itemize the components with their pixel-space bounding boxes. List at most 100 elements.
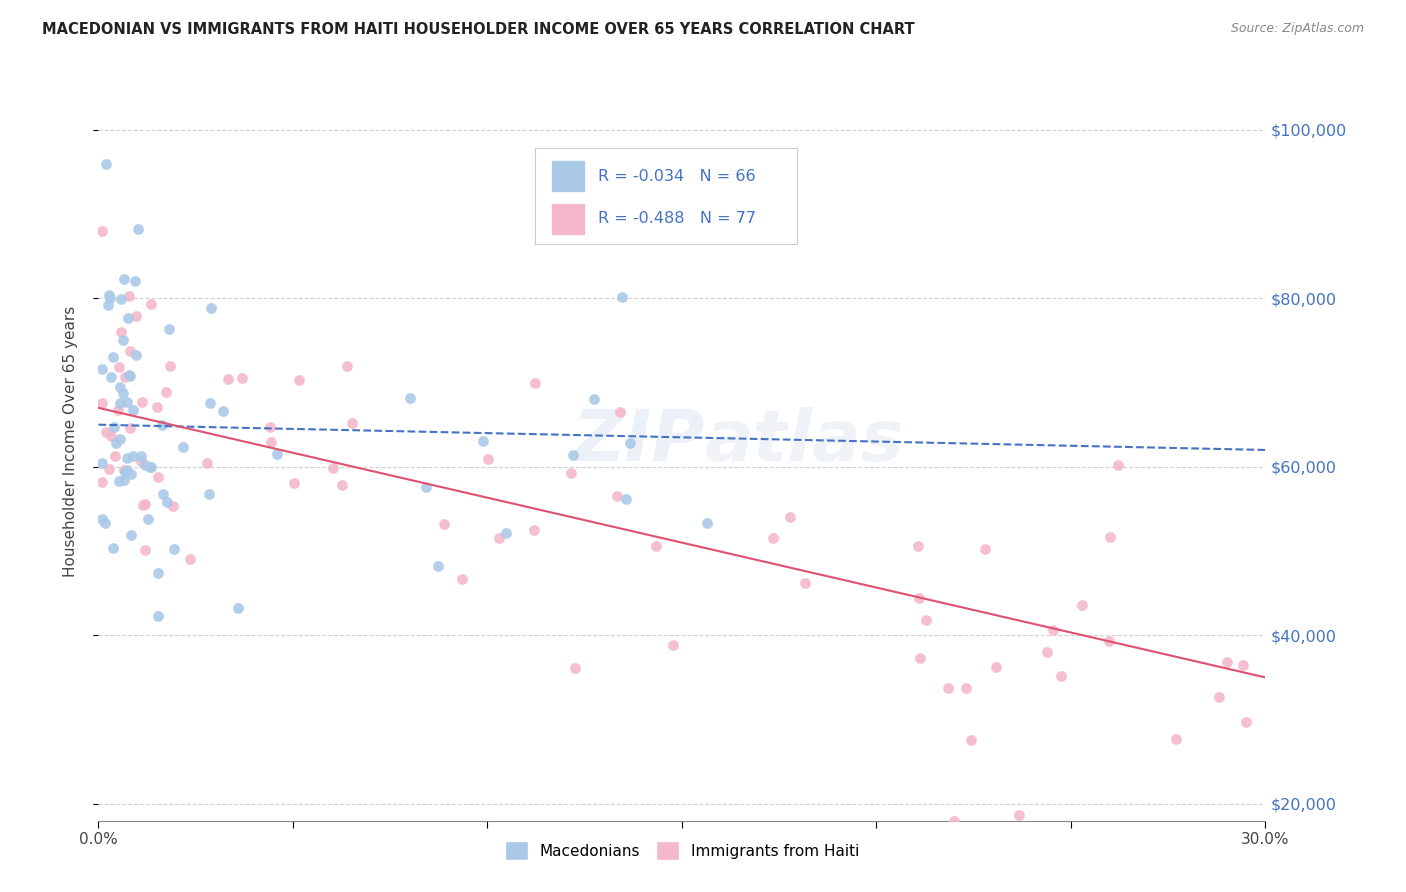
Point: [112, 385, 135, 400]
Point: [91, 512, 114, 526]
Point: [1216, 655, 1239, 669]
Point: [198, 487, 221, 501]
Point: [91, 224, 114, 238]
Point: [162, 499, 184, 513]
Point: [139, 297, 162, 311]
Point: [132, 498, 155, 512]
Point: [146, 470, 169, 484]
Point: [124, 349, 146, 363]
Point: [118, 369, 141, 384]
Point: [107, 475, 129, 489]
Text: R = -0.488   N = 77: R = -0.488 N = 77: [598, 211, 756, 226]
Point: [1042, 623, 1064, 637]
Point: [1232, 657, 1254, 672]
Point: [564, 661, 586, 675]
Point: [259, 419, 281, 434]
Point: [120, 467, 142, 481]
Point: [98, 288, 121, 302]
Point: [644, 540, 666, 554]
Point: [112, 271, 135, 285]
Point: [1234, 715, 1257, 730]
Point: [124, 309, 146, 323]
Point: [91, 475, 114, 489]
Point: [696, 516, 718, 531]
Point: [212, 404, 235, 418]
Point: [1050, 668, 1073, 682]
Point: [915, 613, 938, 627]
Point: [115, 450, 138, 465]
Point: [134, 497, 156, 511]
Bar: [551, 160, 585, 192]
Point: [152, 487, 174, 501]
Point: [129, 454, 152, 468]
Point: [118, 344, 141, 359]
Point: [163, 542, 186, 557]
Point: [103, 420, 125, 434]
Legend: Macedonians, Immigrants from Haiti: Macedonians, Immigrants from Haiti: [499, 835, 865, 866]
Point: [155, 385, 177, 400]
Point: [112, 473, 135, 487]
Point: [115, 463, 138, 477]
Point: [91, 396, 114, 410]
Point: [100, 369, 122, 384]
Point: [91, 456, 114, 470]
Point: [108, 432, 131, 446]
Point: [127, 222, 149, 236]
Point: [283, 475, 305, 490]
Point: [432, 516, 454, 531]
Text: ZIP: ZIP: [574, 407, 706, 476]
Point: [779, 510, 801, 524]
Point: [938, 681, 960, 696]
Point: [200, 396, 222, 410]
Point: [131, 395, 153, 409]
Point: [984, 659, 1007, 673]
Point: [156, 495, 179, 509]
Point: [1036, 645, 1059, 659]
Point: [1099, 530, 1122, 544]
Point: [427, 558, 450, 573]
Point: [1008, 808, 1031, 822]
Point: [523, 524, 546, 538]
Point: [288, 373, 311, 387]
Point: [124, 274, 146, 288]
Point: [399, 391, 422, 405]
Point: [146, 566, 169, 580]
Point: [614, 492, 637, 507]
Point: [415, 480, 437, 494]
Point: [118, 368, 141, 383]
Point: [107, 403, 129, 417]
Point: [94, 516, 117, 530]
Point: [260, 435, 283, 450]
Text: atlas: atlas: [706, 407, 905, 476]
Point: [117, 310, 139, 325]
Point: [762, 531, 785, 545]
Point: [157, 322, 180, 336]
Point: [98, 462, 121, 476]
Point: [103, 350, 125, 364]
Point: [118, 421, 141, 435]
Point: [108, 380, 131, 394]
Point: [1164, 731, 1187, 746]
Point: [110, 292, 132, 306]
Point: [148, 609, 170, 624]
Point: [118, 289, 141, 303]
Point: [955, 681, 977, 696]
Point: [120, 528, 142, 542]
Point: [908, 651, 931, 665]
Point: [907, 539, 929, 553]
Point: [794, 575, 817, 590]
Point: [200, 301, 222, 316]
Point: [662, 638, 685, 652]
Point: [336, 359, 359, 374]
Point: [477, 451, 499, 466]
Point: [471, 434, 494, 449]
Point: [138, 512, 160, 526]
Point: [332, 477, 354, 491]
Point: [139, 459, 162, 474]
Point: [1098, 634, 1121, 648]
Point: [150, 417, 173, 432]
Point: [582, 392, 605, 407]
Point: [266, 447, 288, 461]
Point: [495, 525, 517, 540]
Point: [98, 291, 121, 305]
